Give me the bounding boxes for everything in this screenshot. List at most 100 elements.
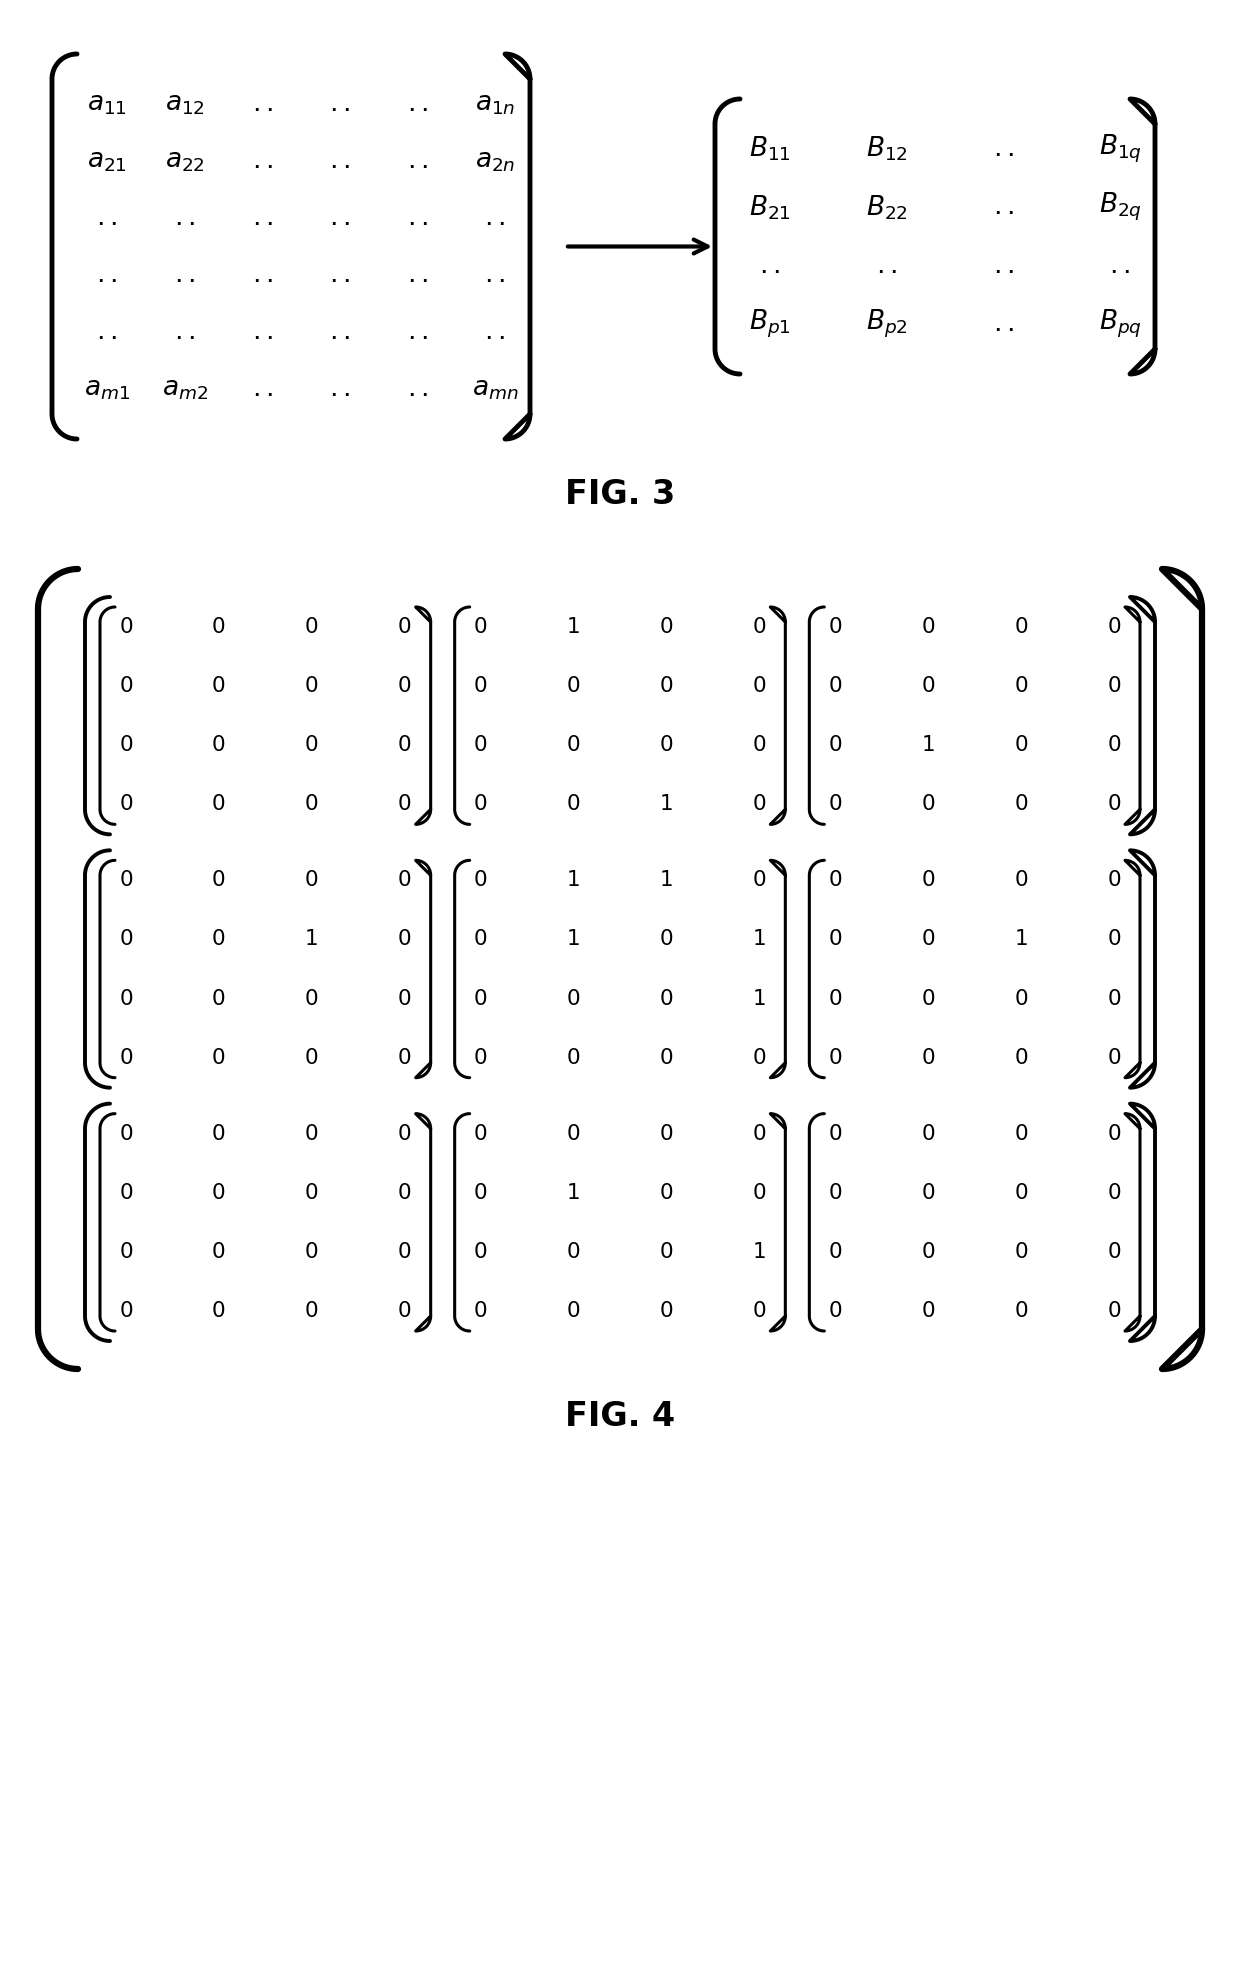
- Text: 0: 0: [398, 1123, 412, 1143]
- Text: 1: 1: [1014, 929, 1028, 950]
- Text: 0: 0: [305, 1302, 319, 1321]
- Text: 0: 0: [660, 677, 673, 696]
- Text: 0: 0: [474, 617, 487, 637]
- Text: 0: 0: [474, 1302, 487, 1321]
- Text: 0: 0: [828, 1242, 842, 1262]
- Text: 0: 0: [660, 1302, 673, 1321]
- Text: $a_{12}$: $a_{12}$: [165, 91, 205, 117]
- Text: $..$: $..$: [485, 262, 506, 288]
- Text: 0: 0: [567, 1048, 580, 1067]
- Text: 0: 0: [212, 794, 226, 813]
- Text: 0: 0: [305, 617, 319, 637]
- Text: 0: 0: [1107, 929, 1121, 950]
- Text: 0: 0: [212, 1242, 226, 1262]
- Text: 0: 0: [660, 617, 673, 637]
- Text: 0: 0: [828, 617, 842, 637]
- Text: 0: 0: [828, 794, 842, 813]
- Text: 0: 0: [921, 929, 935, 950]
- Text: $..$: $..$: [252, 204, 273, 230]
- Text: 0: 0: [1014, 1182, 1028, 1202]
- Text: 1: 1: [567, 929, 580, 950]
- Text: 0: 0: [1014, 736, 1028, 756]
- Text: 0: 0: [398, 677, 412, 696]
- Text: $..$: $..$: [877, 252, 898, 278]
- Text: $..$: $..$: [407, 91, 428, 117]
- Text: $B_{p2}$: $B_{p2}$: [866, 308, 908, 339]
- Text: $..$: $..$: [759, 252, 780, 278]
- Text: 1: 1: [567, 1182, 580, 1202]
- Text: 0: 0: [398, 617, 412, 637]
- Text: $a_{m2}$: $a_{m2}$: [161, 377, 207, 403]
- Text: $..$: $..$: [485, 319, 506, 345]
- Text: 0: 0: [921, 1182, 935, 1202]
- Text: 0: 0: [567, 736, 580, 756]
- Text: $..$: $..$: [993, 194, 1014, 220]
- Text: $..$: $..$: [330, 319, 351, 345]
- Text: 0: 0: [305, 736, 319, 756]
- Text: 0: 0: [828, 677, 842, 696]
- Text: $..$: $..$: [993, 311, 1014, 337]
- Text: $..$: $..$: [330, 204, 351, 230]
- Text: $..$: $..$: [330, 149, 351, 175]
- Text: 0: 0: [828, 988, 842, 1008]
- Text: $a_{22}$: $a_{22}$: [165, 149, 205, 175]
- Text: $a_{m1}$: $a_{m1}$: [84, 377, 130, 403]
- Text: 1: 1: [567, 871, 580, 891]
- Text: 0: 0: [119, 1048, 133, 1067]
- Text: 0: 0: [212, 1182, 226, 1202]
- Text: 0: 0: [828, 736, 842, 756]
- Text: 0: 0: [305, 1123, 319, 1143]
- Text: 0: 0: [119, 1302, 133, 1321]
- Text: 0: 0: [1014, 1302, 1028, 1321]
- Text: 0: 0: [1107, 1302, 1121, 1321]
- Text: 0: 0: [1014, 794, 1028, 813]
- Text: 0: 0: [119, 988, 133, 1008]
- Text: 0: 0: [753, 1182, 766, 1202]
- Text: 0: 0: [305, 1242, 319, 1262]
- Text: $..$: $..$: [97, 319, 118, 345]
- Text: 0: 0: [398, 1242, 412, 1262]
- Text: $..$: $..$: [174, 204, 195, 230]
- Text: $..$: $..$: [993, 252, 1014, 278]
- Text: 0: 0: [1014, 677, 1028, 696]
- Text: 0: 0: [753, 1048, 766, 1067]
- Text: $a_{mn}$: $a_{mn}$: [471, 377, 518, 403]
- Text: 0: 0: [828, 871, 842, 891]
- Text: 1: 1: [753, 988, 766, 1008]
- Text: 0: 0: [1107, 617, 1121, 637]
- Text: 0: 0: [921, 1123, 935, 1143]
- Text: 0: 0: [1014, 1048, 1028, 1067]
- Text: 0: 0: [753, 1302, 766, 1321]
- Text: 0: 0: [119, 1182, 133, 1202]
- Text: 0: 0: [305, 677, 319, 696]
- Text: $a_{21}$: $a_{21}$: [87, 149, 126, 175]
- Text: 0: 0: [474, 1123, 487, 1143]
- Text: 1: 1: [753, 929, 766, 950]
- Text: $a_{1n}$: $a_{1n}$: [475, 91, 515, 117]
- Text: 0: 0: [660, 929, 673, 950]
- Text: $..$: $..$: [1110, 252, 1131, 278]
- Text: 1: 1: [660, 794, 673, 813]
- Text: $B_{p1}$: $B_{p1}$: [749, 308, 791, 339]
- Text: 0: 0: [1107, 1242, 1121, 1262]
- Text: 0: 0: [398, 988, 412, 1008]
- Text: 0: 0: [474, 871, 487, 891]
- Text: 0: 0: [660, 988, 673, 1008]
- Text: 0: 0: [1107, 1048, 1121, 1067]
- Text: 0: 0: [119, 871, 133, 891]
- Text: 0: 0: [398, 929, 412, 950]
- Text: $..$: $..$: [252, 319, 273, 345]
- Text: 0: 0: [119, 677, 133, 696]
- Text: 0: 0: [474, 1182, 487, 1202]
- Text: 0: 0: [119, 617, 133, 637]
- Text: 0: 0: [474, 929, 487, 950]
- Text: 0: 0: [119, 929, 133, 950]
- Text: 0: 0: [921, 677, 935, 696]
- Text: 0: 0: [753, 871, 766, 891]
- Text: $B_{12}$: $B_{12}$: [866, 135, 908, 163]
- Text: 0: 0: [753, 1123, 766, 1143]
- Text: 0: 0: [828, 1048, 842, 1067]
- Text: $B_{1q}$: $B_{1q}$: [1099, 133, 1142, 165]
- Text: 0: 0: [212, 1048, 226, 1067]
- Text: 0: 0: [753, 736, 766, 756]
